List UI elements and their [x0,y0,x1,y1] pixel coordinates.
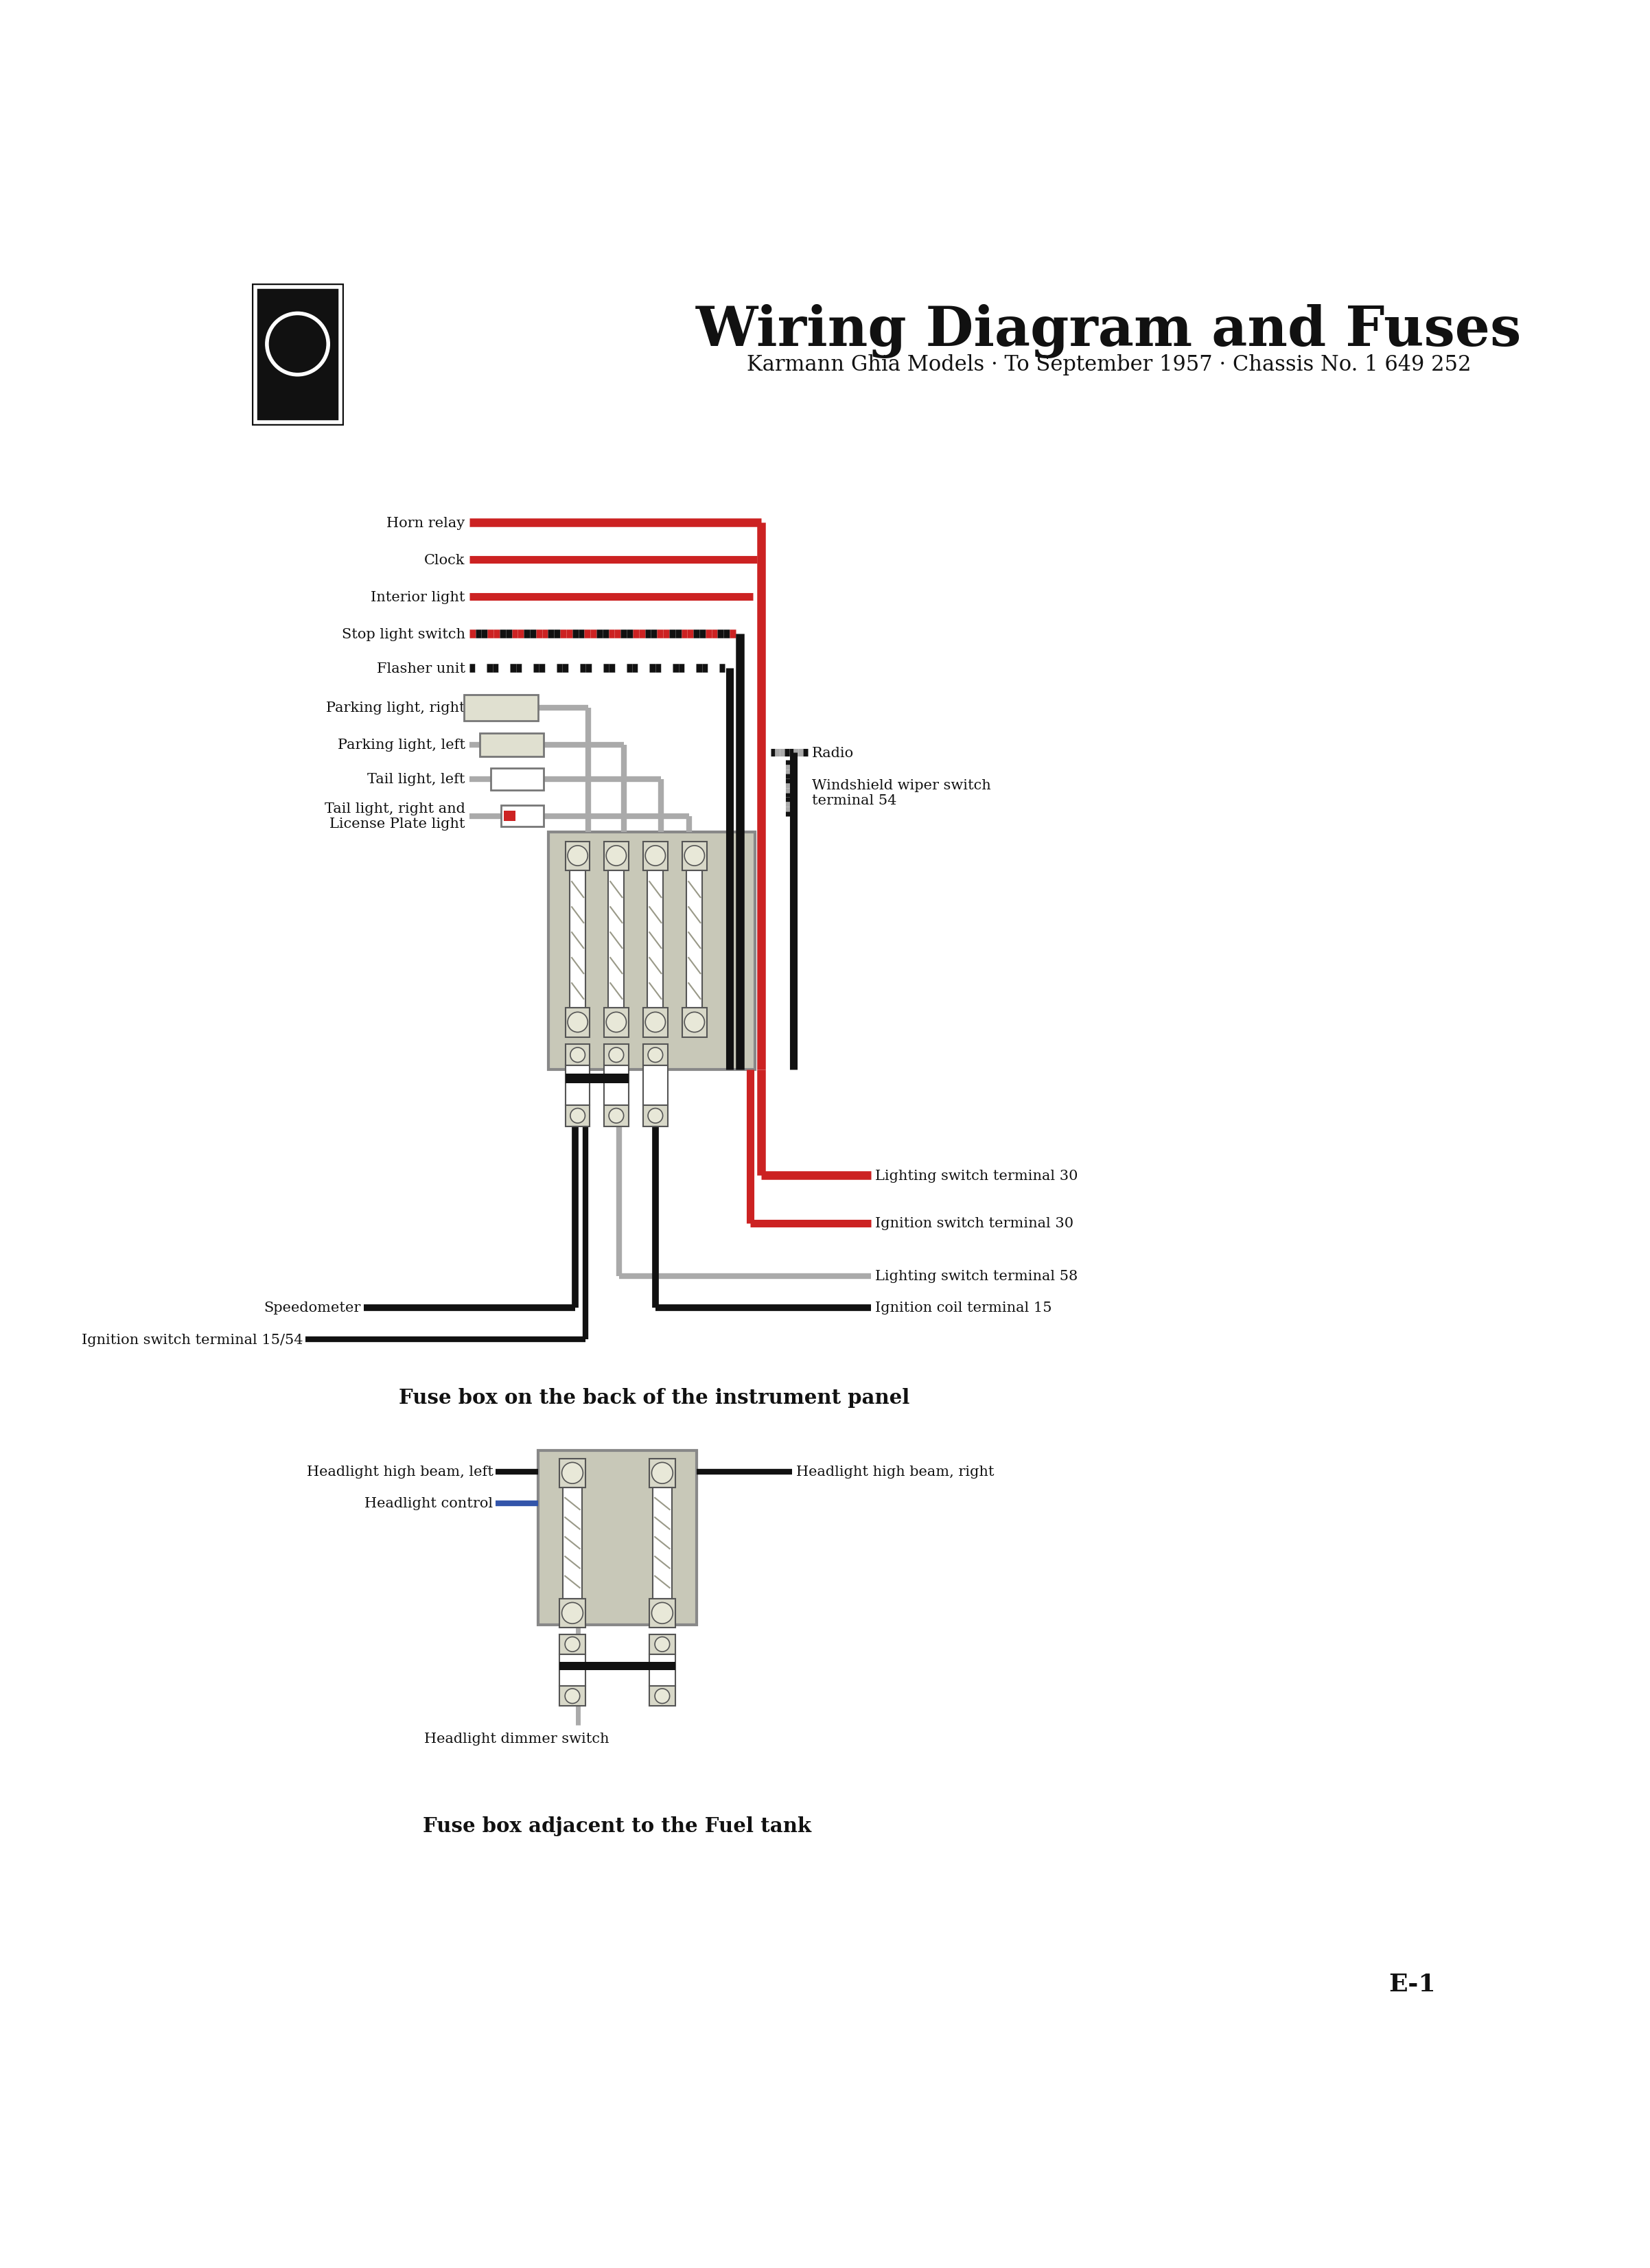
Circle shape [652,1463,673,1483]
Bar [683,1009,706,1036]
Circle shape [609,1048,624,1064]
Text: Ignition switch terminal 30: Ignition switch terminal 30 [874,1216,1074,1229]
Text: Tail light, left: Tail light, left [368,773,465,787]
Text: Horn relay: Horn relay [386,517,465,531]
Bar [644,841,668,871]
Bar [604,1066,629,1105]
Text: Headlight control: Headlight control [365,1497,493,1510]
Circle shape [568,1012,587,1032]
Text: Parking light, right: Parking light, right [327,701,465,714]
Bar [648,1685,675,1706]
Circle shape [648,1048,663,1064]
Bar [569,871,586,1009]
Text: E-1: E-1 [1389,1973,1436,1996]
Bar [559,1635,586,1653]
Bar [566,1009,589,1036]
Bar [538,1452,696,1624]
Bar [644,1105,668,1127]
Bar [559,1662,675,1669]
Text: SERVICE: SERVICE [266,404,328,417]
Bar [256,288,340,422]
Bar [644,1066,668,1105]
Bar [604,841,629,871]
Bar [647,871,663,1009]
Text: Speedometer: Speedometer [264,1302,361,1315]
Bar [464,694,538,721]
Circle shape [652,1603,673,1624]
Text: Tail light, right and
License Plate light: Tail light, right and License Plate ligh… [325,803,465,830]
Text: Interior light: Interior light [371,590,465,603]
Circle shape [561,1603,582,1624]
Bar [604,1046,629,1066]
Bar [648,1458,675,1488]
Bar [559,1653,586,1685]
Circle shape [648,1109,663,1123]
Text: Fuse box on the back of the instrument panel: Fuse box on the back of the instrument p… [399,1388,909,1408]
Bar [566,1105,589,1127]
Text: Headlight high beam, right: Headlight high beam, right [795,1465,993,1479]
Circle shape [571,1048,586,1064]
Bar [648,1635,675,1653]
Bar [683,841,706,871]
Text: Flasher unit: Flasher unit [376,662,465,676]
Text: Headlight high beam, left: Headlight high beam, left [307,1465,493,1479]
Bar [566,1046,589,1066]
Circle shape [655,1690,670,1703]
Text: Ignition coil terminal 15: Ignition coil terminal 15 [874,1302,1053,1315]
Circle shape [564,1690,579,1703]
Circle shape [606,1012,627,1032]
Circle shape [267,313,328,374]
Bar [604,1009,629,1036]
Bar [503,812,515,821]
Text: Stop light switch: Stop light switch [342,628,465,640]
Text: Radio: Radio [812,746,853,760]
Text: Clock: Clock [424,553,465,567]
Bar [559,1599,586,1628]
Bar [609,871,624,1009]
Text: Windshield wiper switch
terminal 54: Windshield wiper switch terminal 54 [812,778,990,807]
Bar [490,769,543,792]
Bar [563,1488,582,1599]
Bar [648,1599,675,1628]
Text: Wiring Diagram and Fuses: Wiring Diagram and Fuses [696,304,1521,358]
Text: VW: VW [267,327,328,358]
Text: Lighting switch terminal 58: Lighting switch terminal 58 [874,1270,1077,1284]
Text: Ignition switch terminal 15/54: Ignition switch terminal 15/54 [81,1334,304,1345]
Bar [480,733,543,758]
Text: Parking light, left: Parking light, left [338,739,465,751]
Text: Karmann Ghia Models · To September 1957 · Chassis No. 1 649 252: Karmann Ghia Models · To September 1957 … [746,354,1472,374]
Bar [686,871,703,1009]
Bar [559,1458,586,1488]
Circle shape [685,846,705,866]
Bar [644,1046,668,1066]
Bar [566,1066,589,1105]
Circle shape [645,1012,665,1032]
Circle shape [685,1012,705,1032]
Bar [251,284,345,426]
Circle shape [571,1109,586,1123]
Circle shape [568,846,587,866]
Circle shape [561,1463,582,1483]
Bar [653,1488,672,1599]
Bar [566,841,589,871]
Circle shape [645,846,665,866]
Bar [644,1009,668,1036]
Bar [502,805,543,828]
Text: Fuse box adjacent to the Fuel tank: Fuse box adjacent to the Fuel tank [422,1817,812,1835]
Bar [604,1105,629,1127]
Bar [548,832,754,1070]
Circle shape [606,846,627,866]
Circle shape [655,1637,670,1651]
Bar [566,1073,629,1084]
Circle shape [564,1637,579,1651]
Text: Lighting switch terminal 30: Lighting switch terminal 30 [874,1170,1077,1182]
Circle shape [609,1109,624,1123]
Bar [648,1653,675,1685]
Text: Headlight dimmer switch: Headlight dimmer switch [424,1733,609,1744]
Bar [559,1685,586,1706]
